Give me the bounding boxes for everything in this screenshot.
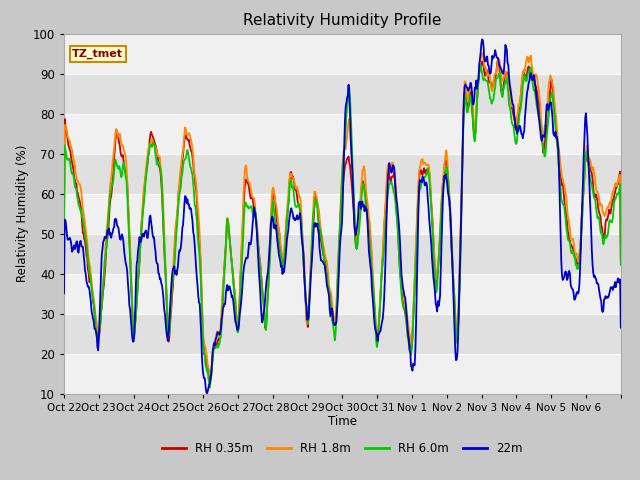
Text: TZ_tmet: TZ_tmet: [72, 49, 124, 59]
Legend: RH 0.35m, RH 1.8m, RH 6.0m, 22m: RH 0.35m, RH 1.8m, RH 6.0m, 22m: [157, 437, 527, 460]
X-axis label: Time: Time: [328, 415, 357, 429]
Bar: [64, 34, 621, 73]
Bar: [64, 193, 621, 234]
Title: Relativity Humidity Profile: Relativity Humidity Profile: [243, 13, 442, 28]
Bar: [64, 154, 621, 193]
Bar: [64, 114, 621, 154]
Bar: [64, 274, 621, 313]
Bar: [64, 234, 621, 274]
Bar: [64, 73, 621, 114]
Bar: [64, 354, 621, 394]
Bar: [64, 313, 621, 354]
Y-axis label: Relativity Humidity (%): Relativity Humidity (%): [15, 145, 29, 282]
